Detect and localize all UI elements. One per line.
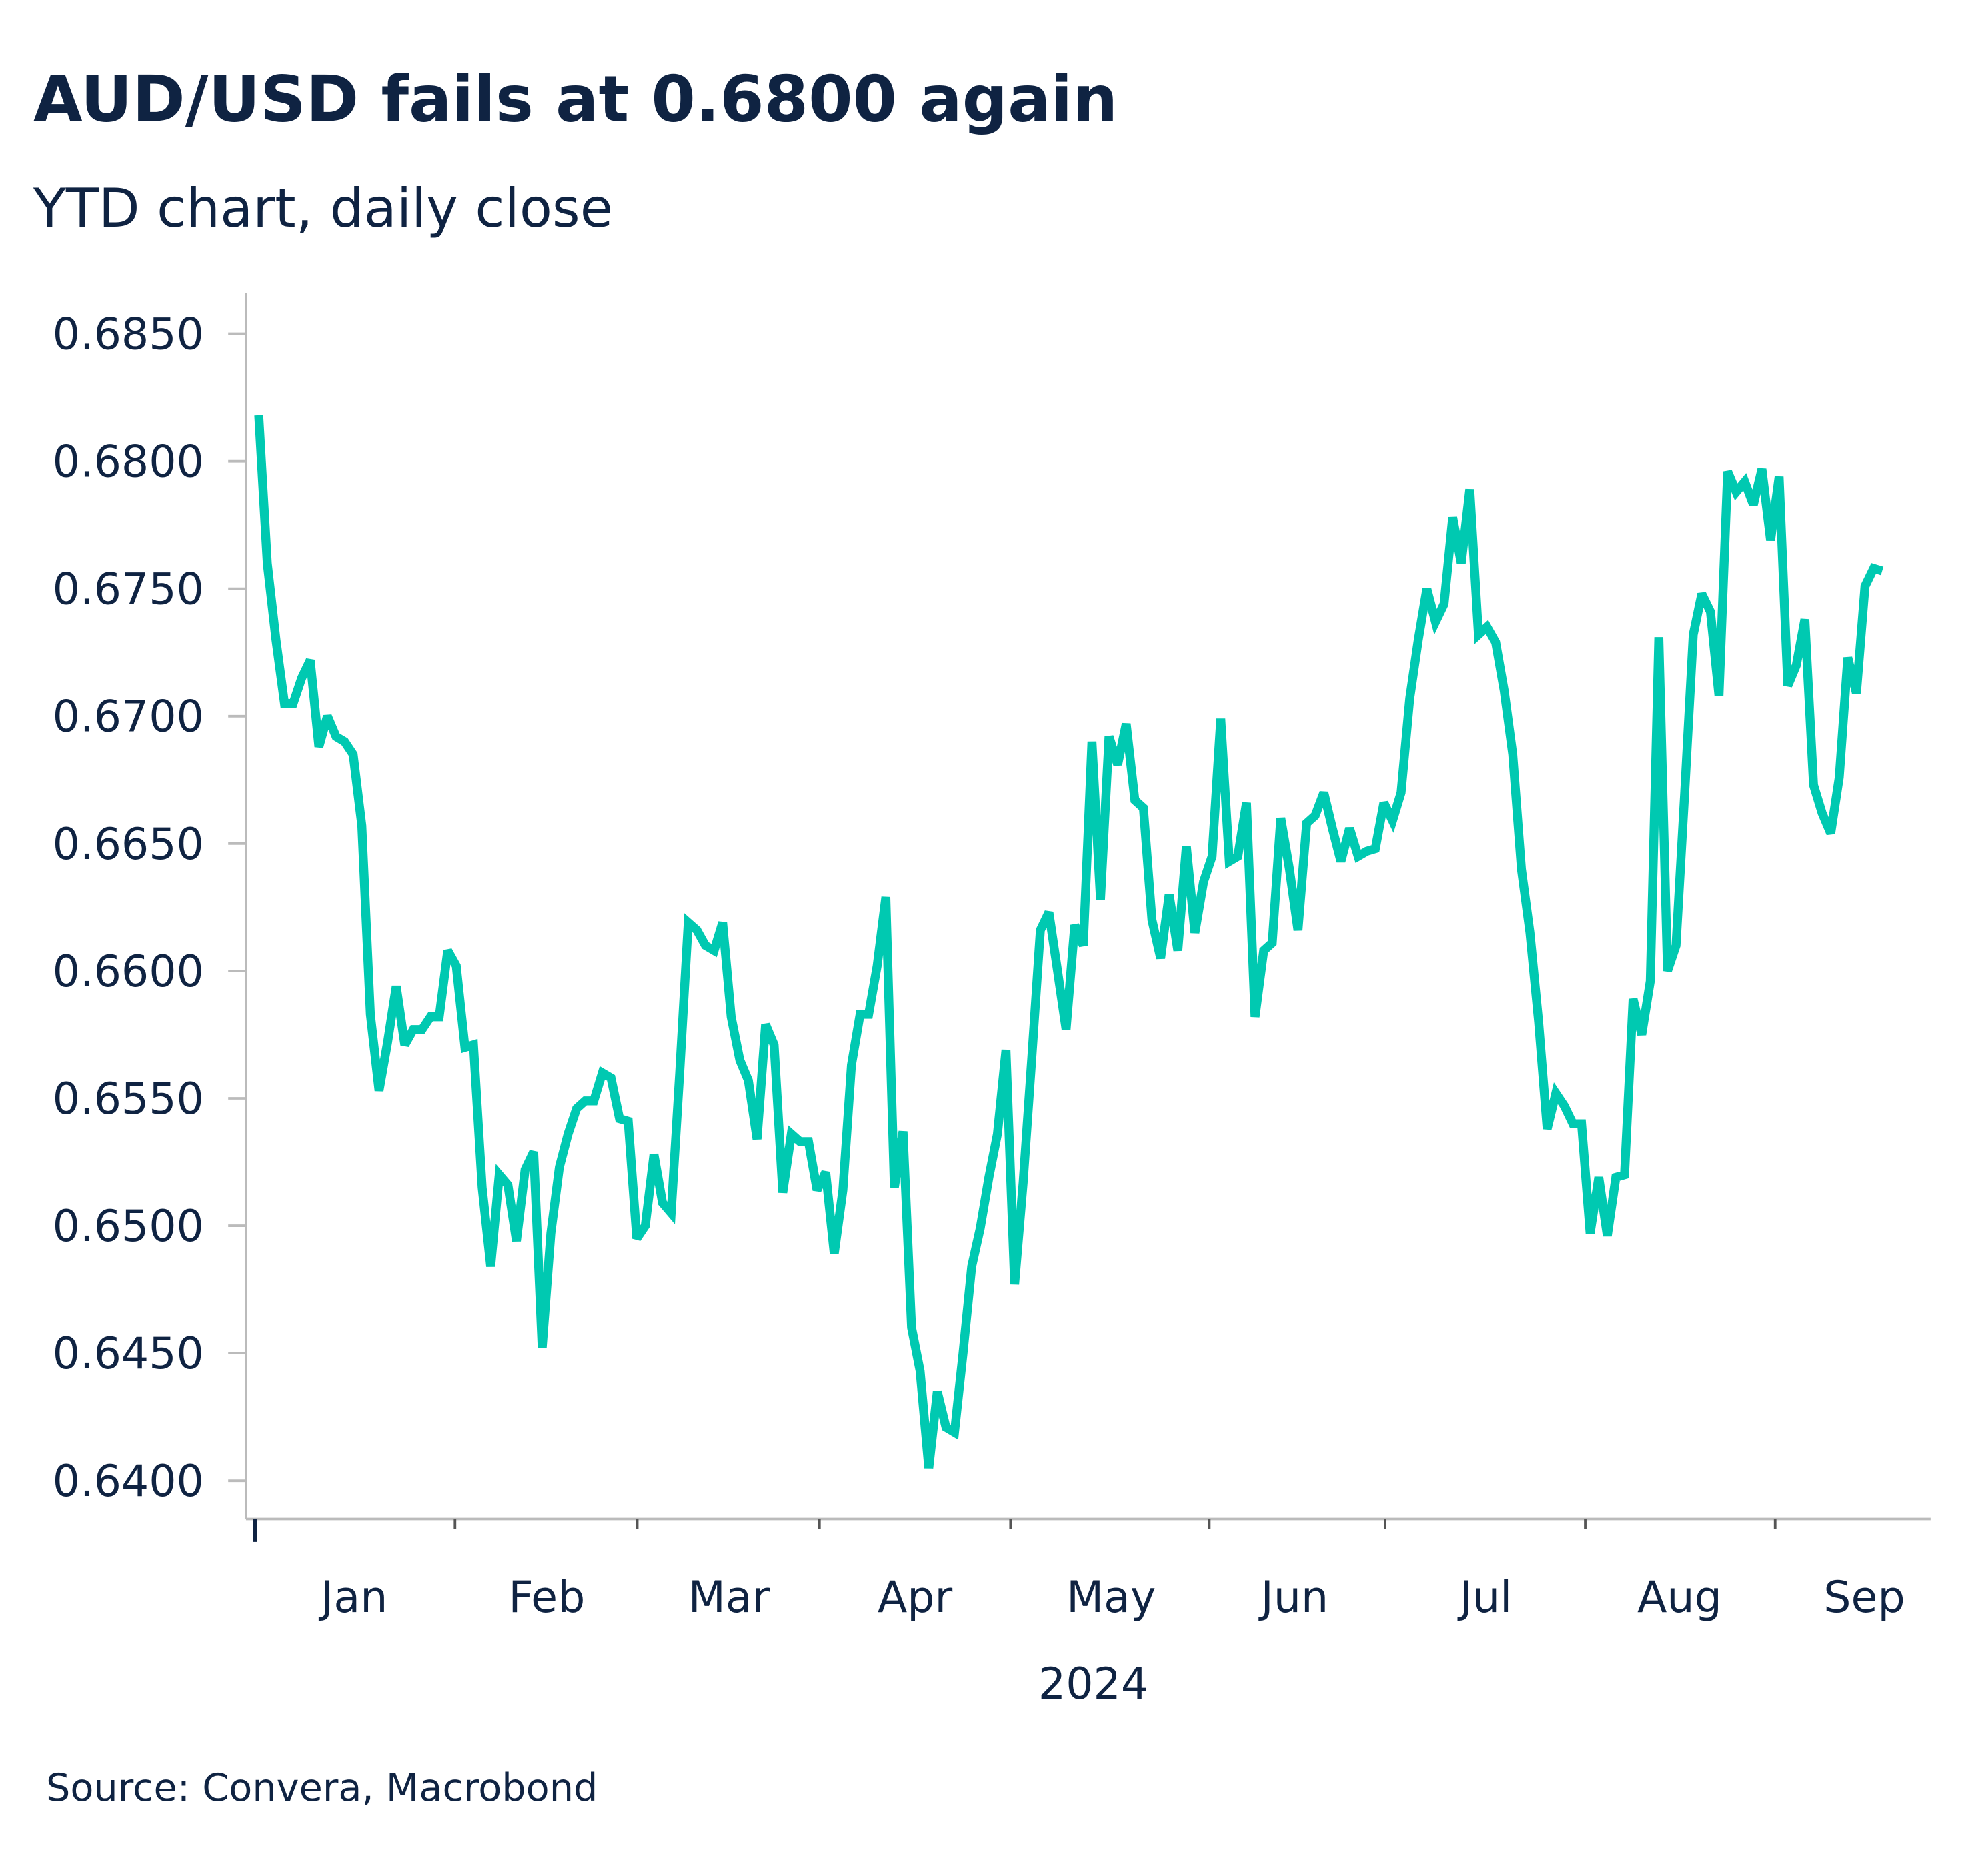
y-tick-label: 0.6400 (53, 1457, 204, 1507)
y-tick-label: 0.6800 (53, 437, 204, 488)
y-tick-label: 0.6600 (53, 947, 204, 997)
x-tick-label: Jan (318, 1573, 387, 1623)
y-tick-label: 0.6650 (53, 820, 204, 870)
price-line (254, 415, 1884, 1469)
x-tick-label: Jul (1457, 1573, 1512, 1623)
x-tick-label: Jun (1258, 1573, 1329, 1623)
x-axis-label: 2024 (1038, 1659, 1148, 1709)
x-tick-label: Sep (1823, 1573, 1905, 1623)
y-tick-label: 0.6750 (53, 565, 204, 615)
source-note: Source: Convera, Macrobond (46, 1765, 598, 1810)
y-tick-label: 0.6500 (53, 1202, 204, 1252)
chart-title: AUD/USD fails at 0.6800 again (33, 62, 1118, 137)
y-tick-label: 0.6450 (53, 1329, 204, 1379)
y-tick-label: 0.6850 (53, 310, 204, 360)
x-tick-label: Mar (688, 1573, 770, 1623)
x-tick-label: Feb (508, 1573, 585, 1623)
x-tick-label: Aug (1637, 1573, 1722, 1623)
y-tick-label: 0.6550 (53, 1074, 204, 1124)
x-tick-label: May (1066, 1573, 1156, 1623)
x-tick-label: Apr (878, 1573, 953, 1623)
y-tick-label: 0.6700 (53, 692, 204, 742)
chart-subtitle: YTD chart, daily close (33, 177, 613, 239)
